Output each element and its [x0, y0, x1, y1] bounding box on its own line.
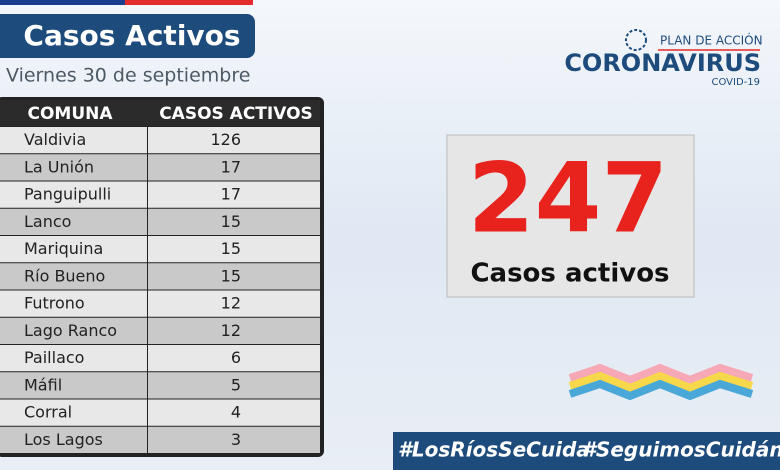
total-label: Casos activos	[470, 259, 669, 289]
row-bg	[148, 154, 320, 181]
comuna: Río Bueno	[24, 266, 105, 285]
total-value: 247	[468, 142, 668, 254]
casos: 15	[221, 239, 241, 258]
hashtag: #SeguimosCuidándonos	[582, 438, 780, 462]
comuna: Lago Ranco	[24, 321, 117, 340]
wave-logo	[568, 363, 754, 401]
casos: 4	[231, 403, 241, 422]
casos: 12	[221, 294, 241, 313]
row-bg	[0, 263, 147, 290]
row-bg	[148, 236, 320, 263]
logo-sub: COVID-19	[711, 77, 760, 88]
casos: 12	[221, 321, 241, 340]
row-bg	[0, 372, 147, 399]
row-bg	[0, 345, 147, 372]
casos: 15	[221, 266, 241, 285]
row-bg	[148, 263, 320, 290]
row-bg	[0, 290, 147, 317]
comuna: La Unión	[24, 157, 94, 176]
row-bg	[148, 426, 320, 453]
row-bg	[148, 317, 320, 344]
column-header: CASOS ACTIVOS	[159, 104, 313, 124]
casos: 5	[231, 375, 241, 394]
column-header: COMUNA	[27, 104, 113, 124]
flag-blue	[0, 0, 125, 5]
title: Casos Activos	[23, 19, 240, 52]
flag-red	[125, 0, 253, 5]
comuna: Paillaco	[24, 348, 84, 367]
title-box	[0, 14, 255, 58]
casos: 6	[231, 348, 241, 367]
comuna: Los Lagos	[24, 430, 103, 449]
casos: 17	[221, 185, 241, 204]
comuna: Futrono	[24, 294, 85, 313]
casos: 126	[210, 130, 241, 149]
header-row	[0, 100, 320, 126]
row-bg	[0, 154, 147, 181]
row-bg	[148, 345, 320, 372]
row-bg	[148, 208, 320, 235]
comuna: Valdivia	[24, 130, 86, 149]
casos: 17	[221, 157, 241, 176]
logo-icon	[625, 29, 647, 51]
logo-name: CORONAVIRUS	[564, 49, 761, 77]
row-bg	[148, 127, 320, 154]
comuna: Máfil	[24, 375, 62, 394]
row-bg	[0, 236, 147, 263]
date: Viernes 30 de septiembre	[6, 65, 250, 87]
row-bg	[0, 208, 147, 235]
footer-bar	[393, 432, 780, 470]
row-bg	[0, 127, 147, 154]
row-bg	[148, 181, 320, 208]
row-bg	[148, 372, 320, 399]
casos: 3	[231, 430, 241, 449]
total-box	[446, 134, 695, 298]
hashtag: #LosRíosSeCuida	[398, 438, 590, 462]
row-bg	[148, 290, 320, 317]
comuna: Panguipulli	[24, 185, 111, 204]
row-bg	[0, 181, 147, 208]
row-bg	[0, 399, 147, 426]
comuna: Mariquina	[24, 239, 103, 258]
comuna: Lanco	[24, 212, 71, 231]
row-bg	[0, 426, 147, 453]
casos: 15	[221, 212, 241, 231]
logo-kicker: PLAN DE ACCIÓN	[660, 33, 763, 48]
row-bg	[0, 317, 147, 344]
row-bg	[148, 399, 320, 426]
comuna: Corral	[24, 403, 72, 422]
